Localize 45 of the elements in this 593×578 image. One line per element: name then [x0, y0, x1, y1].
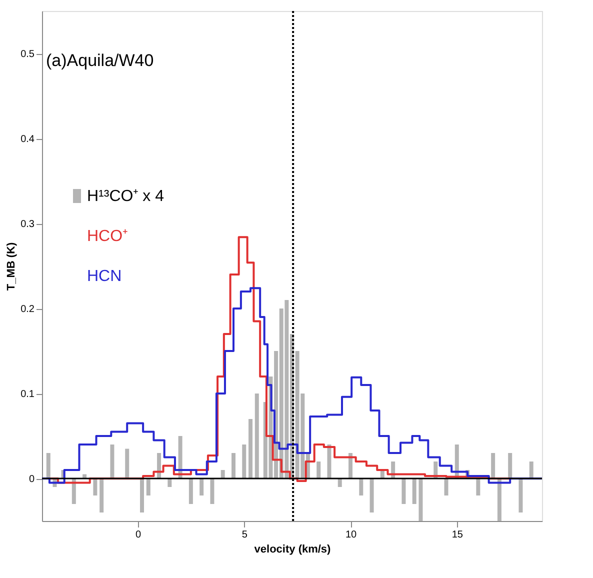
bar: [46, 453, 50, 478]
bar: [248, 419, 253, 478]
bar: [518, 478, 523, 512]
x-tick-label: 15: [452, 530, 464, 540]
bar: [476, 478, 480, 496]
x-tick-label: 5: [242, 530, 248, 540]
bar: [508, 453, 512, 478]
y-tick-label: 0.3: [20, 219, 35, 230]
bar: [327, 444, 332, 478]
y-tick-label: 0.2: [20, 304, 35, 315]
bar: [100, 478, 104, 512]
bar: [140, 478, 144, 512]
bar: [188, 478, 193, 504]
x-tick-label: 0: [135, 530, 142, 540]
bar: [231, 453, 236, 478]
y-tick-label: 0: [28, 474, 35, 485]
y-axis-title: T_MB (K): [6, 242, 18, 291]
bar: [402, 478, 406, 504]
legend-label: H¹³CO⁺ x 4: [87, 188, 164, 205]
bar: [412, 478, 416, 504]
annotation: (a)Aquila/W40: [46, 51, 154, 70]
text: HCN: [87, 268, 122, 285]
bar: [497, 478, 502, 521]
x-tick-label: 10: [345, 530, 358, 540]
text: HCO⁺: [87, 228, 128, 245]
bar: [210, 478, 214, 504]
bar: [110, 444, 114, 478]
bar: [220, 470, 225, 478]
bar: [316, 462, 321, 478]
x-axis-title: velocity (km/s): [254, 544, 332, 556]
bar: [359, 478, 364, 496]
bar: [418, 478, 423, 521]
bar: [529, 462, 534, 478]
y-tick-label: 0.1: [20, 389, 35, 400]
bar: [242, 444, 246, 478]
bar: [491, 453, 496, 478]
y-tick-label: 0.5: [20, 49, 35, 60]
bar: [444, 478, 448, 496]
bar: [125, 448, 130, 478]
y-tick-label: 0.4: [20, 134, 35, 145]
bar: [200, 478, 204, 496]
bar: [146, 478, 150, 496]
bar: [254, 394, 259, 478]
bar: [93, 478, 98, 496]
bar: [370, 478, 374, 512]
